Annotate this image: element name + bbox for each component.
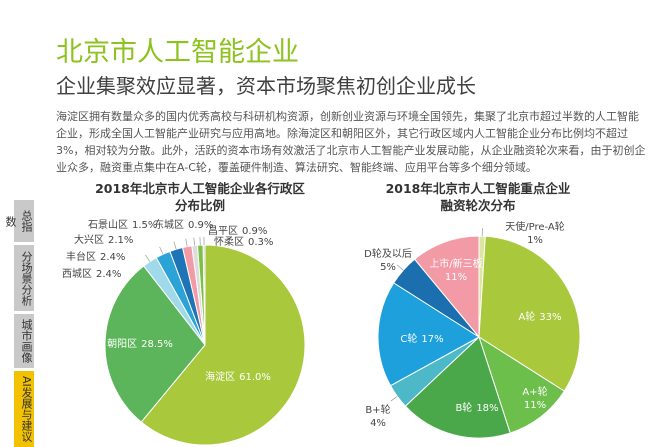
pie-slice [202, 244, 206, 346]
slice-label: B+轮 4% [365, 403, 390, 429]
slice-label: D轮及以后 5% [364, 247, 412, 273]
pie-slice [478, 335, 565, 434]
slice-label: 海淀区 61.0% [205, 370, 271, 383]
pie-slice [377, 282, 480, 387]
slice-label: A轮 33% [518, 310, 561, 323]
slice-value-label: 0.9% [242, 226, 267, 237]
slice-value-label: 0.3% [248, 237, 273, 248]
slice-value-label: 11% [524, 400, 546, 411]
nav-tab[interactable]: AI发展与建议 [14, 371, 34, 447]
slice-label: 大兴区 2.1% [74, 233, 133, 246]
slice-label: A+轮 11% [522, 385, 547, 411]
slice-label: 西城区 2.4% [62, 268, 121, 280]
slice-value-label: 1.5% [132, 220, 157, 231]
slice-value-label: 61.0% [239, 372, 271, 383]
slice-value-label: 2.4% [96, 269, 121, 280]
slice-value-label: 5% [380, 262, 396, 273]
leader-line [159, 246, 164, 255]
leader-line [390, 396, 398, 402]
slice-label: B轮 18% [455, 401, 498, 414]
sidebar: 总指数 分场景分析 城市画像 AI发展与建议 [4, 200, 34, 447]
leader-line [145, 254, 151, 262]
slice-category: C轮 [400, 332, 417, 345]
slice-value-label: 4% [370, 418, 386, 429]
page-title: 北京市人工智能企业 [56, 37, 299, 68]
slice-category: 怀柔区 [214, 236, 244, 248]
slice-value-label: 2.1% [108, 235, 133, 246]
slice-category: 天使/Pre-A轮 [505, 220, 565, 233]
pie-slice [413, 235, 480, 339]
chart-title: 融资轮次分布 [440, 198, 516, 213]
pie-slice [404, 336, 511, 439]
slice-label: 上市/新三板 11% [429, 257, 482, 283]
slice-label: C轮 17% [400, 332, 443, 345]
slice-label: 东城区 0.9% [154, 218, 213, 231]
slice-value-label: 11% [445, 272, 467, 283]
slice-label: 昌平区 0.9% [208, 225, 267, 237]
slice-value-label: 1% [527, 235, 543, 246]
chart-title: 2018年北京市人工智能重点企业 [386, 181, 571, 196]
slice-value-label: 2.4% [100, 252, 125, 263]
nav-tab[interactable]: 总指数 [4, 200, 34, 242]
slice-category: 海淀区 [205, 370, 235, 383]
slice-category: B+轮 [365, 403, 390, 416]
slice-category: 朝阳区 [107, 338, 137, 350]
chart-title: 分布比例 [175, 198, 225, 213]
leader-line [397, 264, 404, 271]
pie-slice [104, 265, 206, 423]
nav-tab[interactable]: 分场景分析 [14, 245, 34, 311]
slice-category: 丰台区 [66, 250, 96, 263]
slice-category: 上市/新三板 [429, 257, 482, 270]
body-text: 海淀区拥有数量众多的国内优秀高校与科研机构资源，创新创业资源与环境全国领先，集聚… [56, 110, 646, 174]
slice-category: 大兴区 [74, 233, 104, 246]
slice-category: 东城区 [154, 218, 184, 231]
slice-value-label: 18% [476, 403, 498, 414]
slice-category: B轮 [455, 401, 472, 414]
slice-value-label: 17% [421, 334, 443, 345]
slice-category: 昌平区 [208, 225, 238, 237]
pie-slice [140, 244, 306, 446]
slice-label: 石景山区 1.5% [88, 219, 157, 231]
slice-category: D轮及以后 [364, 247, 412, 260]
slice-value-label: 0.9% [188, 220, 213, 231]
slice-category: A+轮 [522, 385, 547, 398]
slice-label: 怀柔区 0.3% [214, 236, 273, 248]
chart-title: 2018年北京市人工智能企业各行政区 [95, 181, 305, 196]
nav-tab[interactable]: 城市画像 [14, 314, 34, 368]
slice-category: A轮 [518, 310, 535, 323]
leader-line [173, 241, 177, 250]
slice-value-label: 33% [539, 312, 561, 323]
leader-line [193, 237, 195, 246]
leader-line [185, 238, 188, 247]
slice-value-label: 28.5% [141, 339, 173, 350]
pie-slice [478, 235, 581, 392]
slice-label: 天使/Pre-A轮 1% [505, 220, 565, 246]
slice-category: 西城区 [62, 268, 92, 280]
slice-label: 朝阳区 28.5% [107, 338, 173, 350]
slice-category: 石景山区 [88, 219, 128, 231]
page-subtitle: 企业集聚效应显著，资本市场聚焦初创企业成长 [56, 74, 476, 98]
slice-label: 丰台区 2.4% [66, 250, 125, 263]
